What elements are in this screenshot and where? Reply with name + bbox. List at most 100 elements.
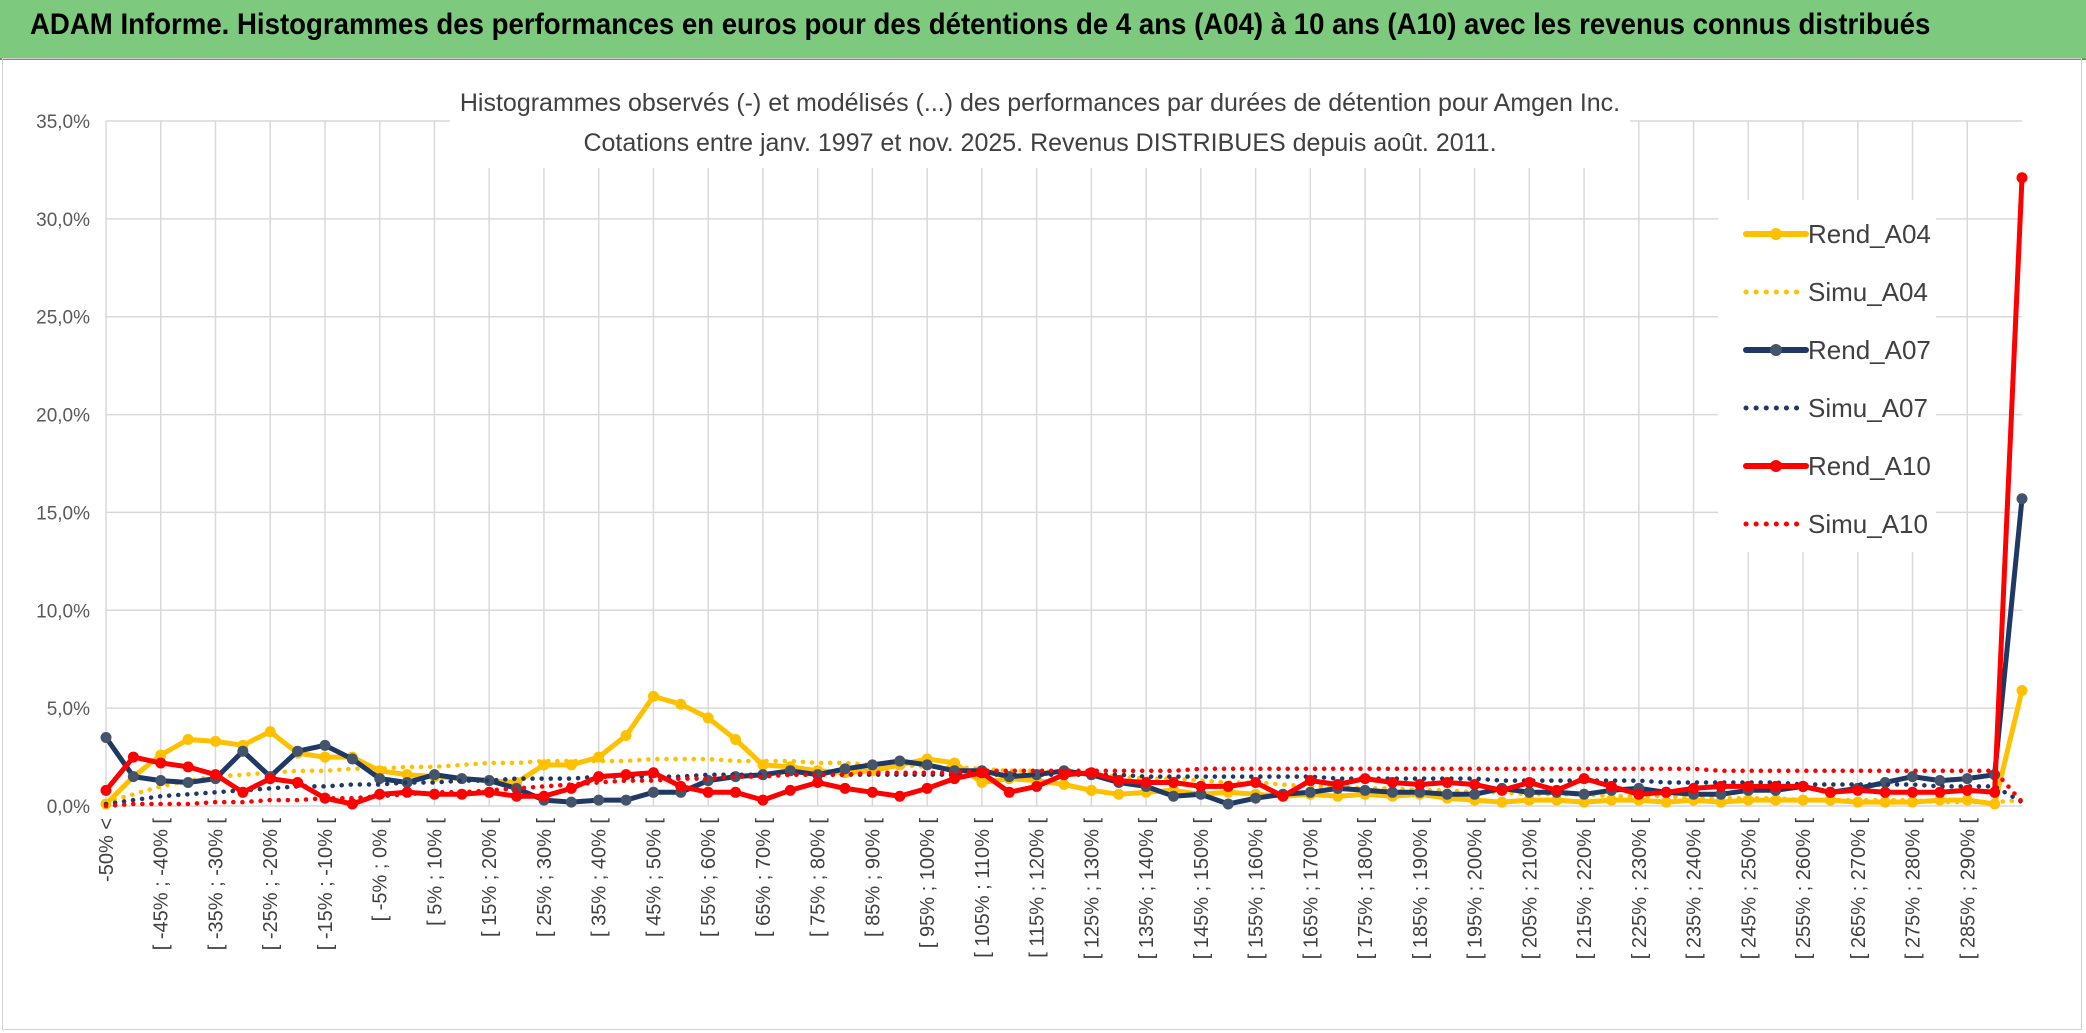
rend-a10-point <box>921 782 933 794</box>
banner-title: ADAM Informe. Histogrammes des performan… <box>30 8 1931 41</box>
x-tick-label: [ 235% ; 240% [ <box>1684 818 1706 960</box>
rend-a07-point <box>237 745 249 757</box>
rend-a04-point <box>1523 794 1535 806</box>
rend-a07-point <box>1195 788 1207 800</box>
x-tick-label: [ 115% ; 120% [ <box>1027 818 1049 958</box>
legend-marker-rend-a10 <box>1770 460 1782 472</box>
rend-a07-point <box>1222 798 1234 810</box>
rend-a07-point <box>1907 771 1919 783</box>
rend-a10-point <box>1934 786 1946 798</box>
rend-a07-point <box>894 755 906 767</box>
x-tick-label: [ 135% ; 140% [ <box>1136 818 1158 960</box>
y-tick-label: 0,0% <box>47 797 90 818</box>
rend-a10-point <box>1523 777 1535 789</box>
rend-a10-point <box>346 798 358 810</box>
rend-a07-point <box>182 777 194 789</box>
rend-a07-point <box>374 773 386 785</box>
y-tick-label: 30,0% <box>36 210 90 231</box>
rend-a10-point <box>949 773 961 785</box>
rend-a07-point <box>620 794 632 806</box>
rend-a04-point <box>1332 790 1344 802</box>
y-axis: 0,0% 5,0% 10,0% 15,0% 20,0% 25,0% 30,0% 35,0% <box>36 112 90 818</box>
y-tick-label: 20,0% <box>36 406 90 427</box>
rend-a10-point <box>292 777 304 789</box>
legend-label-simu-a07: Simu_A07 <box>1808 393 1928 423</box>
rend-a04-point <box>730 733 742 745</box>
rend-a04-point <box>319 751 331 763</box>
rend-a04-point <box>675 698 687 710</box>
rend-a07-point <box>155 775 167 787</box>
rend-a10-point <box>757 794 769 806</box>
rend-a10-point <box>1469 778 1481 790</box>
rend-a10-point <box>1167 777 1179 789</box>
rend-a04-point <box>647 690 659 702</box>
rend-a07-point <box>812 769 824 781</box>
rend-a10-point <box>1605 780 1617 792</box>
rend-a07-point <box>2016 493 2028 505</box>
y-tick-label: 15,0% <box>36 503 90 524</box>
rend-a07-point <box>1167 790 1179 802</box>
legend-box <box>1718 200 1936 552</box>
x-tick-label: [ 275% ; 280% [ <box>1903 818 1925 960</box>
x-tick-label: [ 125% ; 130% [ <box>1081 818 1103 960</box>
rend-a10-point <box>1496 784 1508 796</box>
rend-a04-point <box>620 730 632 742</box>
rend-a07-point <box>292 745 304 757</box>
x-tick-label: [ 55% ; 60% [ <box>698 818 720 937</box>
rend-a10-point <box>1879 786 1891 798</box>
rend-a10-point <box>237 786 249 798</box>
rend-a10-point <box>647 767 659 779</box>
rend-a10-point <box>593 771 605 783</box>
title-banner: ADAM Informe. Histogrammes des performan… <box>0 0 2086 60</box>
rend-a10-point <box>456 788 468 800</box>
rend-a04-point <box>1113 788 1125 800</box>
simu-a10-line <box>103 766 2025 809</box>
rend-a04-point <box>1578 796 1590 808</box>
y-tick-label: 35,0% <box>36 112 90 133</box>
rend-a10-point <box>1250 777 1262 789</box>
rend-a10-point <box>784 784 796 796</box>
x-tick-label: [ 185% ; 190% [ <box>1410 818 1432 960</box>
rend-a07-point <box>1715 788 1727 800</box>
rend-a10-point <box>1441 777 1453 789</box>
rend-a10-point <box>1715 780 1727 792</box>
rend-a04-point <box>976 777 988 789</box>
rend-a07-point <box>1414 786 1426 798</box>
rend-a10-point <box>866 786 878 798</box>
rend-a04-point <box>1085 784 1097 796</box>
x-tick-label: [ 225% ; 230% [ <box>1629 818 1651 960</box>
rend-a10-point <box>1770 780 1782 792</box>
rend-a07-point <box>1250 792 1262 804</box>
rend-a10-point <box>730 786 742 798</box>
x-tick-label: [ 285% ; 290% [ <box>1957 818 1979 960</box>
rend-a07-point <box>1961 773 1973 785</box>
rend-a10-point <box>1277 790 1289 802</box>
x-tick-label: [ -35% ; -30% [ <box>205 818 227 951</box>
rend-a10-point <box>511 790 523 802</box>
x-tick-label: [ 245% ; 250% [ <box>1738 818 1760 960</box>
title-background <box>450 80 1630 168</box>
rend-a10-point <box>1742 780 1754 792</box>
rend-a07-point <box>1441 788 1453 800</box>
rend-a10-point <box>1304 775 1316 787</box>
rend-a10-point <box>1414 778 1426 790</box>
rend-a10-point <box>839 782 851 794</box>
y-tick-label: 5,0% <box>47 699 90 720</box>
rend-a10-point <box>1633 788 1645 800</box>
rend-a07-point <box>1523 786 1535 798</box>
chart-frame <box>2 58 2082 1030</box>
rend-a04-point <box>2016 685 2028 697</box>
rend-a04-point <box>1715 796 1727 808</box>
x-tick-label: [ 15% ; 20% [ <box>479 818 501 937</box>
legend-label-simu-a10: Simu_A10 <box>1808 509 1928 539</box>
rend-a10-point <box>1907 786 1919 798</box>
x-tick-label: [ 65% ; 70% [ <box>753 818 775 937</box>
legend-label-rend-a07: Rend_A07 <box>1808 335 1931 365</box>
rend-a07-point <box>1934 775 1946 787</box>
rend-a07-point <box>1386 786 1398 798</box>
x-tick-label: [ 195% ; 200% [ <box>1465 818 1487 960</box>
rend-a10-point <box>894 790 906 802</box>
chart-titles: Histogrammes observés (-) et modélisés (… <box>450 80 1630 168</box>
rend-a07-point <box>1359 784 1371 796</box>
